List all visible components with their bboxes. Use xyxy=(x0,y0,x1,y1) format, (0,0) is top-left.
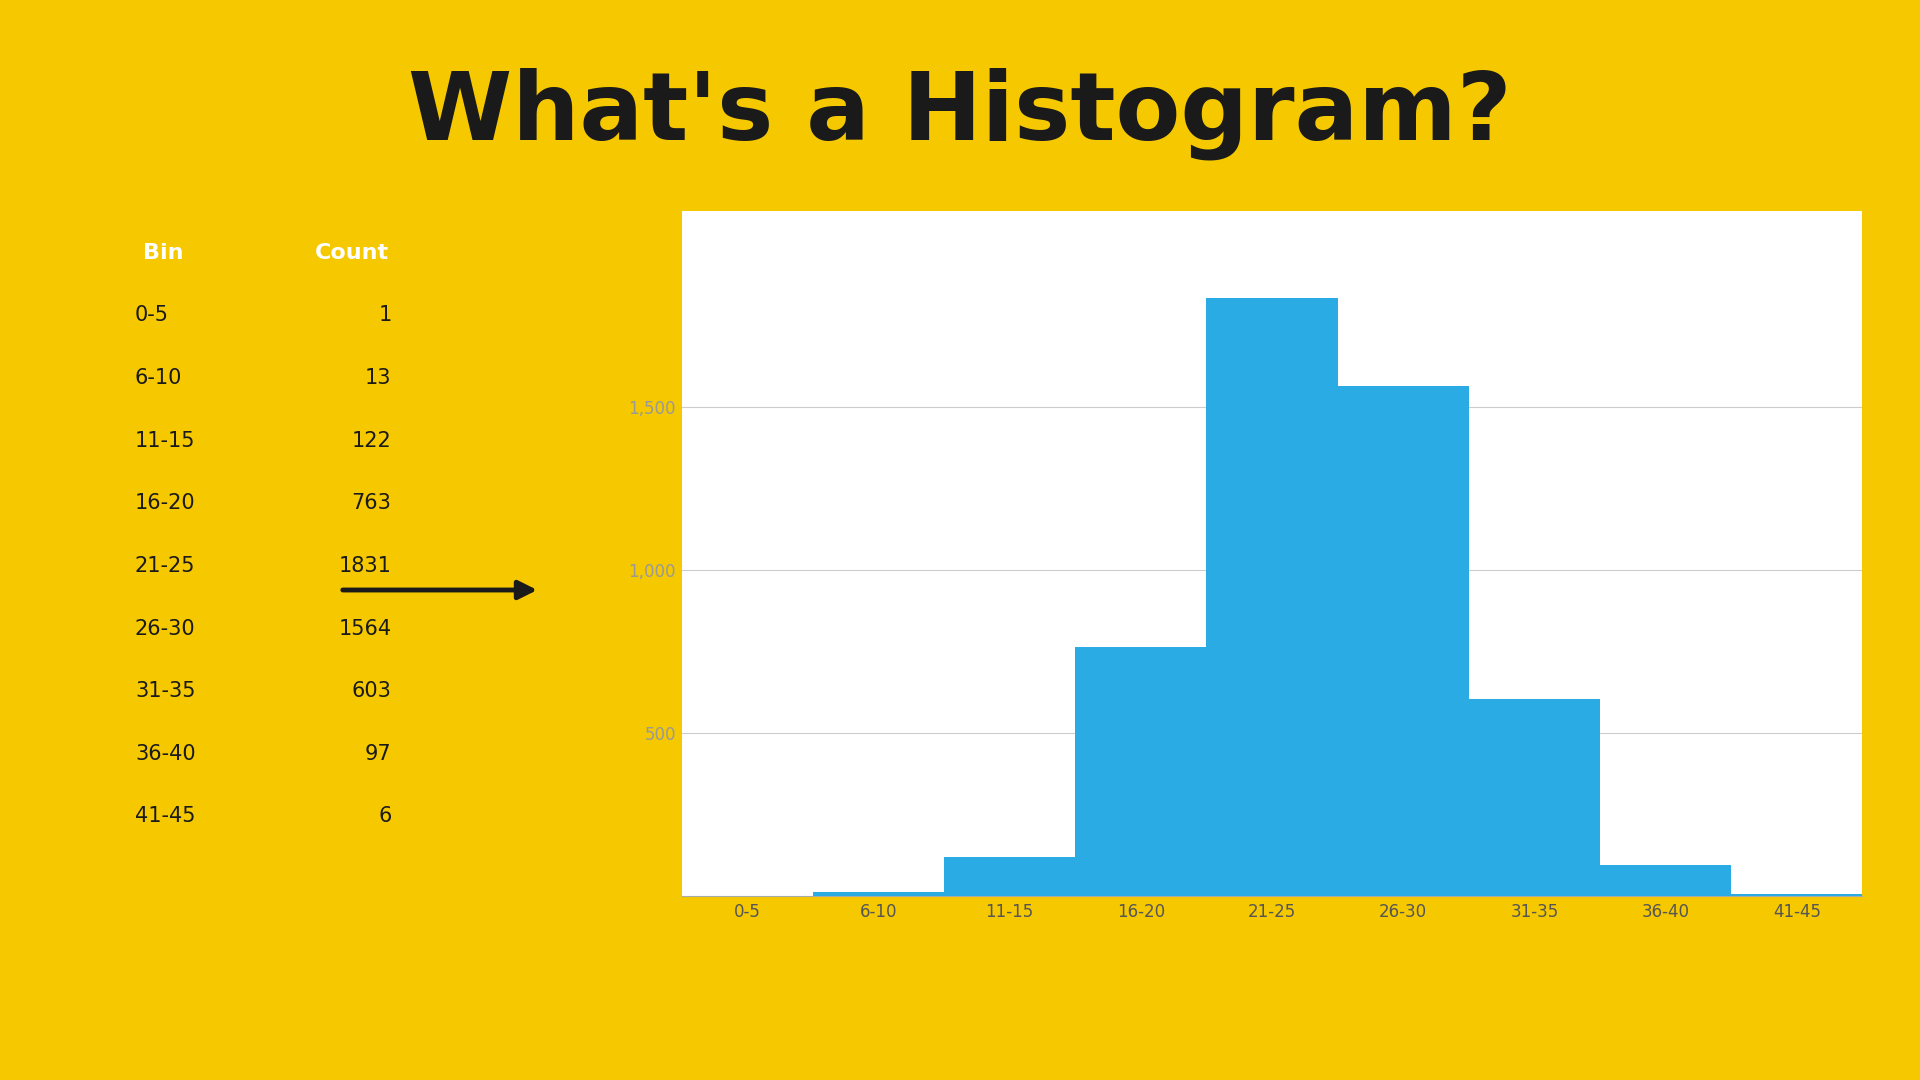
Bar xyxy=(1338,386,1469,896)
Text: 1: 1 xyxy=(378,306,392,325)
Text: 11-15: 11-15 xyxy=(134,431,196,450)
Text: 122: 122 xyxy=(351,431,392,450)
Text: 6-10: 6-10 xyxy=(134,368,182,388)
Text: 21-25: 21-25 xyxy=(134,556,196,576)
Bar xyxy=(1599,865,1732,896)
Text: 16-20: 16-20 xyxy=(134,494,196,513)
Text: 97: 97 xyxy=(365,744,392,764)
Bar xyxy=(945,856,1075,896)
Bar xyxy=(1732,894,1862,896)
Text: 1564: 1564 xyxy=(338,619,392,638)
Text: 763: 763 xyxy=(351,494,392,513)
Text: 26-30: 26-30 xyxy=(134,619,196,638)
Text: 603: 603 xyxy=(351,681,392,701)
Bar xyxy=(1075,647,1206,896)
Text: 31-35: 31-35 xyxy=(134,681,196,701)
Text: 36-40: 36-40 xyxy=(134,744,196,764)
Text: 1831: 1831 xyxy=(338,556,392,576)
Text: 6: 6 xyxy=(378,807,392,826)
Bar xyxy=(1206,298,1338,896)
Text: 13: 13 xyxy=(365,368,392,388)
Text: 41-45: 41-45 xyxy=(134,807,196,826)
Text: Bin: Bin xyxy=(142,243,182,262)
Bar xyxy=(1469,700,1599,896)
Text: Count: Count xyxy=(315,243,390,262)
Text: 0-5: 0-5 xyxy=(134,306,169,325)
Text: What's a Histogram?: What's a Histogram? xyxy=(409,67,1511,160)
Bar xyxy=(812,892,945,896)
